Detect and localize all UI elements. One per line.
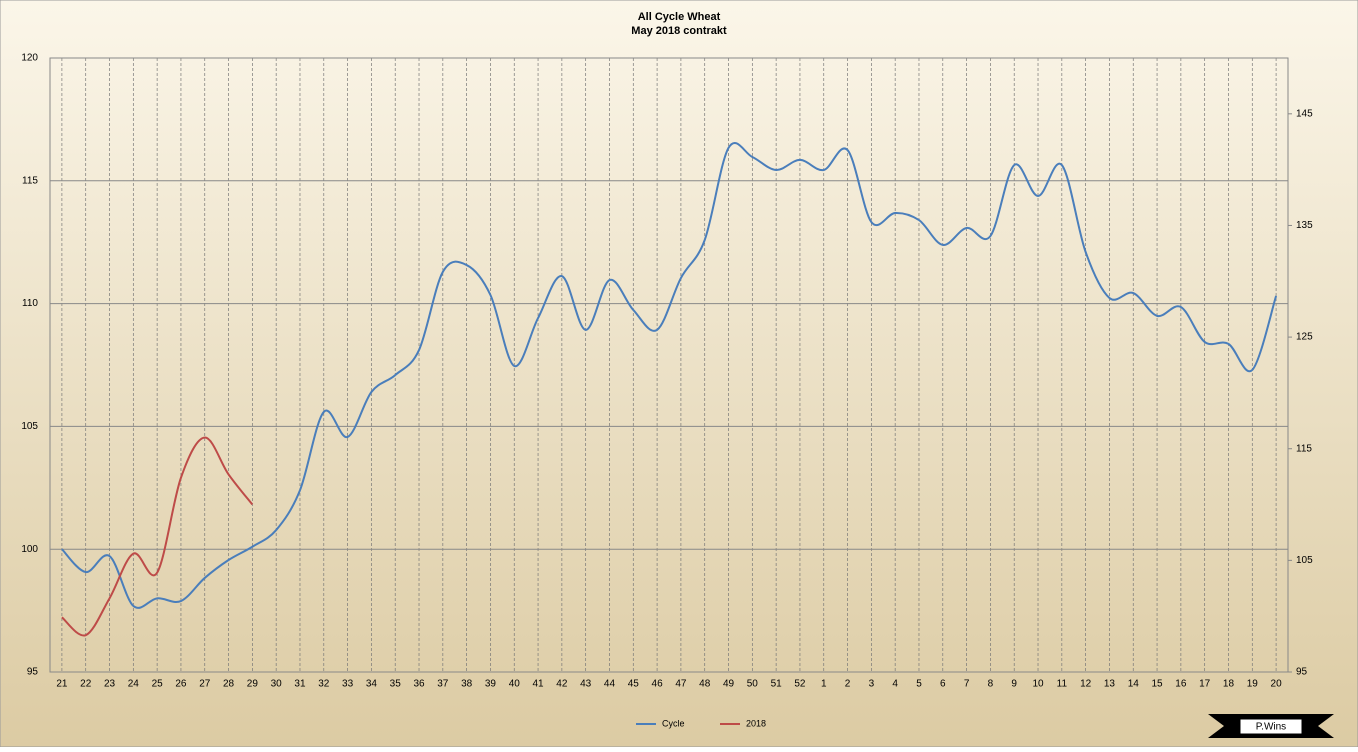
x-tick-label: 52 xyxy=(794,679,806,690)
x-tick-label: 41 xyxy=(532,679,544,690)
x-tick-label: 12 xyxy=(1080,679,1092,690)
logo: P.Wins xyxy=(1208,714,1334,738)
x-tick-label: 22 xyxy=(80,679,92,690)
x-tick-label: 28 xyxy=(223,679,235,690)
y-tick-label: 105 xyxy=(21,421,38,432)
x-tick-label: 40 xyxy=(509,679,521,690)
x-tick-label: 48 xyxy=(699,679,711,690)
x-tick-label: 4 xyxy=(892,679,898,690)
x-tick-label: 7 xyxy=(964,679,970,690)
y2-tick-label: 135 xyxy=(1296,220,1313,231)
x-tick-label: 18 xyxy=(1223,679,1235,690)
x-tick-label: 45 xyxy=(628,679,640,690)
y-tick-label: 100 xyxy=(21,544,38,555)
x-tick-label: 43 xyxy=(580,679,592,690)
y2-tick-label: 145 xyxy=(1296,108,1313,119)
x-tick-label: 36 xyxy=(413,679,425,690)
x-tick-label: 23 xyxy=(104,679,116,690)
x-tick-label: 25 xyxy=(152,679,164,690)
x-tick-label: 17 xyxy=(1199,679,1211,690)
x-tick-label: 5 xyxy=(916,679,922,690)
x-tick-label: 30 xyxy=(271,679,283,690)
x-tick-label: 20 xyxy=(1271,679,1283,690)
x-tick-label: 51 xyxy=(771,679,783,690)
x-tick-label: 13 xyxy=(1104,679,1116,690)
watermark: P.Wins xyxy=(1256,722,1286,733)
chart-subtitle: May 2018 contrakt xyxy=(631,25,727,37)
chart-title: All Cycle Wheat xyxy=(638,11,721,23)
y-tick-label: 95 xyxy=(27,667,39,678)
x-tick-label: 49 xyxy=(723,679,735,690)
x-tick-label: 15 xyxy=(1151,679,1163,690)
x-tick-label: 37 xyxy=(437,679,449,690)
y2-tick-label: 105 xyxy=(1296,555,1313,566)
y-tick-label: 120 xyxy=(21,53,38,64)
x-tick-label: 2 xyxy=(845,679,851,690)
x-tick-label: 42 xyxy=(556,679,568,690)
x-tick-label: 11 xyxy=(1057,679,1068,690)
x-tick-label: 31 xyxy=(294,679,306,690)
legend-label: Cycle xyxy=(662,718,685,728)
x-tick-label: 38 xyxy=(461,679,473,690)
y2-tick-label: 95 xyxy=(1296,667,1308,678)
x-tick-label: 32 xyxy=(318,679,330,690)
x-tick-label: 39 xyxy=(485,679,497,690)
y2-tick-label: 115 xyxy=(1296,443,1312,454)
x-tick-label: 9 xyxy=(1011,679,1017,690)
series-line xyxy=(61,436,254,637)
x-tick-label: 16 xyxy=(1175,679,1187,690)
legend-label: 2018 xyxy=(746,718,766,728)
x-tick-label: 35 xyxy=(390,679,402,690)
x-tick-label: 27 xyxy=(199,679,211,690)
x-tick-label: 24 xyxy=(128,679,140,690)
y-tick-label: 110 xyxy=(22,298,38,309)
x-tick-label: 21 xyxy=(56,679,68,690)
x-tick-label: 10 xyxy=(1032,679,1044,690)
x-tick-label: 6 xyxy=(940,679,946,690)
x-tick-label: 14 xyxy=(1128,679,1140,690)
x-tick-label: 29 xyxy=(247,679,259,690)
x-tick-label: 3 xyxy=(869,679,875,690)
x-tick-label: 50 xyxy=(747,679,759,690)
x-tick-label: 8 xyxy=(988,679,994,690)
x-tick-label: 46 xyxy=(652,679,664,690)
x-tick-label: 34 xyxy=(366,679,378,690)
x-tick-label: 26 xyxy=(175,679,187,690)
x-tick-label: 44 xyxy=(604,679,616,690)
x-tick-label: 19 xyxy=(1247,679,1259,690)
y-tick-label: 115 xyxy=(22,175,38,186)
x-tick-label: 1 xyxy=(821,679,827,690)
y2-tick-label: 125 xyxy=(1296,332,1313,343)
x-tick-label: 47 xyxy=(675,679,687,690)
series-line xyxy=(61,141,1278,609)
x-tick-label: 33 xyxy=(342,679,354,690)
